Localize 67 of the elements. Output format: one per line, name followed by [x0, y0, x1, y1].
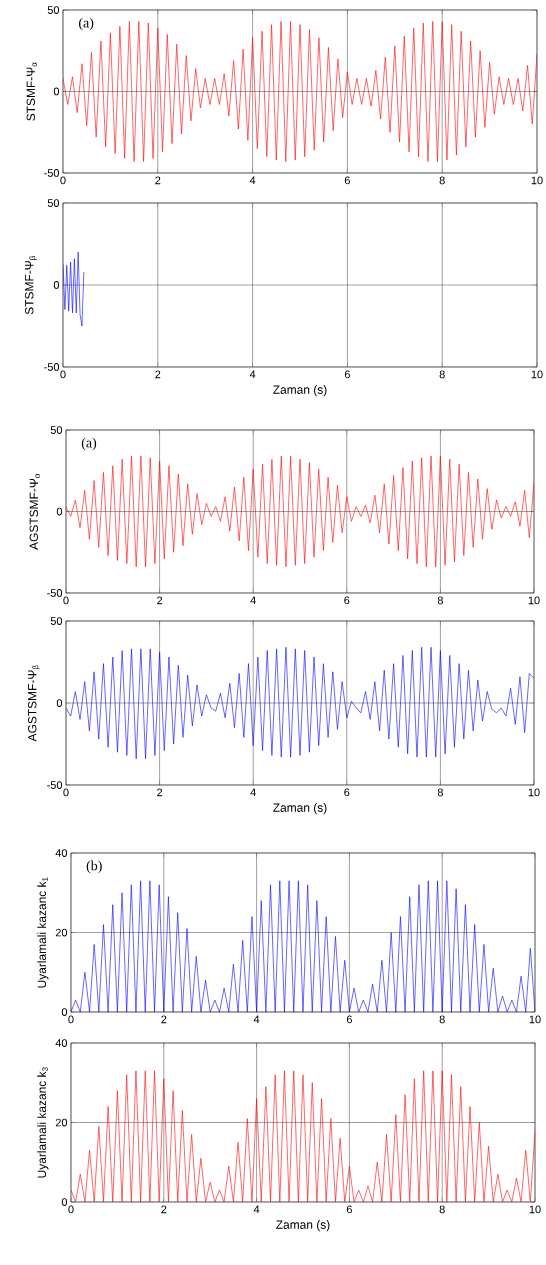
y-tick-label: 40	[55, 849, 67, 857]
y-tick-label: 50	[50, 617, 62, 625]
line-series	[70, 1070, 535, 1202]
x-tick-label: 10	[531, 370, 543, 379]
annotation: (a)	[81, 437, 96, 451]
annotation: (a)	[78, 17, 94, 31]
x-tick-label: 6	[346, 1015, 352, 1024]
x-tick-label: 2	[161, 1015, 167, 1024]
x-tick-label: 0	[68, 1205, 74, 1214]
y-tick-label: 0	[53, 281, 59, 289]
line-series	[70, 880, 535, 1012]
y-tick-label: -50	[46, 781, 62, 789]
x-tick-label: 10	[529, 1015, 541, 1024]
x-tick-label: 2	[155, 370, 161, 379]
y-tick-label: -50	[46, 589, 62, 597]
y-axis-title: STSMF-Ψ$_{α}$	[26, 62, 37, 121]
x-tick-label: 6	[344, 176, 350, 185]
x-tick-label: 8	[439, 1205, 445, 1214]
x-tick-label: 6	[344, 370, 350, 379]
x-tick-label: 4	[249, 370, 256, 379]
x-axis-title: Zaman (s)	[275, 1220, 330, 1232]
y-tick-label: -50	[43, 169, 59, 177]
x-tick-label: 10	[528, 788, 540, 797]
y-axis-title: AGSTSMF-Ψ$_{β}$	[27, 665, 40, 742]
x-tick-label: 2	[161, 1205, 167, 1214]
y-tick-label: 0	[53, 87, 59, 96]
y-tick-label: 50	[47, 199, 59, 207]
x-tick-label: 2	[156, 788, 162, 797]
x-tick-label: 2	[156, 596, 162, 605]
x-tick-label: 8	[439, 370, 445, 379]
x-axis-title: Zaman (s)	[272, 385, 327, 397]
y-axis-title: Uyarlamali kazanc k$_{3}$	[37, 1067, 49, 1178]
y-tick-label: 0	[61, 1008, 67, 1016]
y-tick-label: 20	[55, 928, 67, 937]
x-tick-label: 6	[344, 596, 350, 605]
y-tick-label: 20	[55, 1118, 67, 1127]
x-tick-label: 6	[346, 1205, 352, 1214]
line-series	[65, 646, 534, 760]
x-tick-label: 4	[250, 596, 256, 605]
x-tick-label: 4	[250, 788, 256, 797]
y-axis-title: STSMF-Ψ$_{β}$	[24, 256, 37, 315]
x-tick-label: 10	[531, 176, 543, 185]
x-tick-label: 0	[68, 1015, 74, 1024]
x-tick-label: 2	[155, 176, 161, 185]
x-tick-label: 4	[253, 1205, 260, 1214]
y-tick-label: 50	[50, 426, 62, 434]
x-tick-label: 8	[437, 596, 443, 605]
x-tick-label: 10	[529, 1205, 541, 1214]
x-tick-label: 8	[439, 1015, 445, 1024]
x-tick-label: 8	[439, 176, 445, 185]
y-tick-label: 0	[61, 1198, 67, 1206]
x-tick-label: 4	[249, 176, 256, 185]
y-tick-label: -50	[43, 363, 59, 371]
x-tick-label: 4	[253, 1015, 260, 1024]
y-tick-label: 0	[56, 507, 62, 516]
x-axis-title: Zaman (s)	[272, 803, 327, 815]
y-tick-label: 0	[56, 699, 62, 707]
x-tick-label: 8	[437, 788, 443, 797]
y-axis-title: Uyarlamali kazanc k$_{1}$	[37, 877, 49, 988]
x-tick-label: 10	[528, 596, 540, 605]
line-series	[62, 251, 84, 327]
annotation: (b)	[86, 860, 102, 874]
x-tick-label: 6	[344, 788, 350, 797]
line-series	[65, 455, 534, 568]
y-axis-title: AGSTSMF-Ψ$_{α}$	[29, 473, 40, 550]
y-tick-label: 40	[55, 1039, 67, 1047]
y-tick-label: 50	[47, 6, 59, 14]
